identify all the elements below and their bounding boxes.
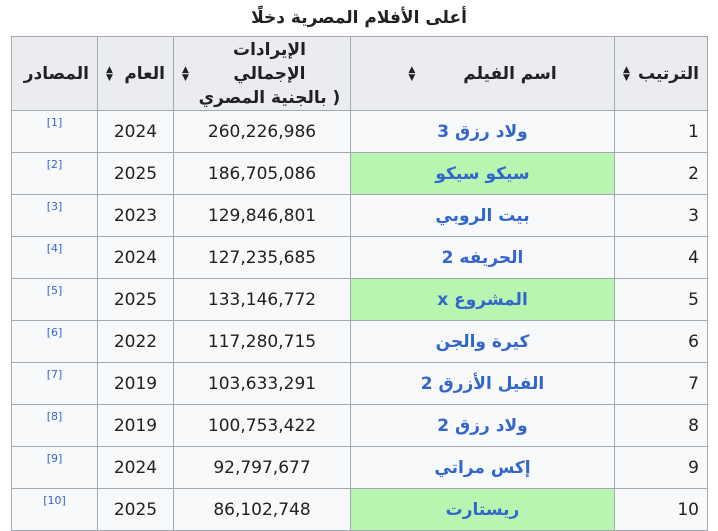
ref-cell: [9]	[11, 446, 98, 489]
gross-cell: 103,633,291	[173, 362, 351, 405]
year-cell: 2025	[97, 152, 174, 195]
film-link[interactable]: ولاد رزق 2	[437, 415, 528, 436]
rank-header-label: الترتيب	[637, 63, 699, 84]
film-cell: ولاد رزق 3	[350, 110, 615, 153]
sort-icon[interactable]: ▲ ▼	[106, 64, 113, 83]
film-link[interactable]: ولاد رزق 3	[437, 121, 528, 142]
rank-cell: 3	[614, 194, 708, 237]
rank-cell: 7	[614, 362, 708, 405]
table-row: 10 ريستارت 86,102,748 2025 [10]	[11, 488, 708, 531]
table-caption: أعلى الأفلام المصرية دخلًا	[251, 8, 467, 28]
ref-cell: [10]	[11, 488, 98, 531]
film-link[interactable]: إكس مراتي	[434, 457, 531, 478]
reference-link[interactable]: [7]	[46, 368, 63, 381]
rank-cell: 2	[614, 152, 708, 195]
reference-link[interactable]: [3]	[46, 200, 63, 213]
sources-header-label: المصادر	[23, 63, 89, 84]
table-row: 7 الفيل الأزرق 2 103,633,291 2019 [7]	[11, 362, 708, 405]
gross-cell: 260,226,986	[173, 110, 351, 153]
year-cell: 2025	[97, 488, 174, 531]
film-cell: الحريفه 2	[350, 236, 615, 279]
gross-cell: 133,146,772	[173, 278, 351, 321]
film-cell: المشروع x	[350, 278, 615, 321]
table-row: 6 كيرة والجن 117,280,715 2022 [6]	[11, 320, 708, 363]
rank-cell: 5	[614, 278, 708, 321]
film-cell: إكس مراتي	[350, 446, 615, 489]
col-header-rank[interactable]: الترتيب ▲ ▼	[614, 36, 708, 111]
ref-cell: [5]	[11, 278, 98, 321]
table-row: 3 بيت الروبي 129,846,801 2023 [3]	[11, 194, 708, 237]
ref-cell: [7]	[11, 362, 98, 405]
films-table: الترتيب ▲ ▼ اسم الفيلم ▲ ▼ الإيرادات الإجم…	[11, 36, 708, 531]
rank-cell: 6	[614, 320, 708, 363]
col-header-gross[interactable]: الإيرادات الإجمالي ( بالجنية المصري ▲ ▼	[173, 36, 351, 111]
header-row: الترتيب ▲ ▼ اسم الفيلم ▲ ▼ الإيرادات الإجم…	[11, 36, 708, 111]
film-cell: الفيل الأزرق 2	[350, 362, 615, 405]
rank-cell: 8	[614, 404, 708, 447]
reference-link[interactable]: [4]	[46, 242, 63, 255]
reference-link[interactable]: [2]	[46, 158, 63, 171]
film-cell: كيرة والجن	[350, 320, 615, 363]
ref-cell: [4]	[11, 236, 98, 279]
ref-cell: [8]	[11, 404, 98, 447]
ref-cell: [3]	[11, 194, 98, 237]
ref-cell: [6]	[11, 320, 98, 363]
sort-icon[interactable]: ▲ ▼	[623, 64, 630, 83]
table-row: 8 ولاد رزق 2 100,753,422 2019 [8]	[11, 404, 708, 447]
reference-link[interactable]: [1]	[46, 116, 63, 129]
film-header-label: اسم الفيلم	[463, 63, 557, 84]
table-row: 1 ولاد رزق 3 260,226,986 2024 [1]	[11, 110, 708, 153]
col-header-film[interactable]: اسم الفيلم ▲ ▼	[350, 36, 615, 111]
year-cell: 2022	[97, 320, 174, 363]
gross-cell: 100,753,422	[173, 404, 351, 447]
reference-link[interactable]: [8]	[46, 410, 63, 423]
year-cell: 2024	[97, 446, 174, 489]
film-link[interactable]: سيكو سيكو	[435, 163, 530, 184]
film-link[interactable]: كيرة والجن	[435, 331, 530, 352]
gross-header-label: الإيرادات الإجمالي ( بالجنية المصري	[198, 39, 341, 108]
rank-cell: 1	[614, 110, 708, 153]
table-row: 5 المشروع x 133,146,772 2025 [5]	[11, 278, 708, 321]
sort-icon[interactable]: ▲ ▼	[408, 64, 416, 83]
year-cell: 2019	[97, 404, 174, 447]
film-link[interactable]: بيت الروبي	[435, 205, 530, 226]
ref-cell: [1]	[11, 110, 98, 153]
col-header-year[interactable]: العام ▲ ▼	[97, 36, 174, 111]
film-link[interactable]: الفيل الأزرق 2	[420, 373, 545, 394]
gross-cell: 92,797,677	[173, 446, 351, 489]
gross-cell: 86,102,748	[173, 488, 351, 531]
gross-cell: 117,280,715	[173, 320, 351, 363]
reference-link[interactable]: [5]	[46, 284, 63, 297]
rank-cell: 4	[614, 236, 708, 279]
gross-cell: 186,705,086	[173, 152, 351, 195]
year-cell: 2019	[97, 362, 174, 405]
film-cell: ولاد رزق 2	[350, 404, 615, 447]
reference-link[interactable]: [10]	[43, 494, 66, 507]
reference-link[interactable]: [9]	[46, 452, 63, 465]
film-link[interactable]: المشروع x	[437, 289, 528, 310]
year-cell: 2023	[97, 194, 174, 237]
col-header-sources: المصادر	[11, 36, 98, 111]
year-cell: 2025	[97, 278, 174, 321]
film-link[interactable]: ريستارت	[445, 499, 520, 520]
year-cell: 2024	[97, 110, 174, 153]
rank-cell: 10	[614, 488, 708, 531]
ref-cell: [2]	[11, 152, 98, 195]
year-header-label: العام	[124, 63, 165, 84]
film-cell: ريستارت	[350, 488, 615, 531]
film-cell: سيكو سيكو	[350, 152, 615, 195]
sort-icon[interactable]: ▲ ▼	[182, 64, 189, 83]
rank-cell: 9	[614, 446, 708, 489]
gross-cell: 127,235,685	[173, 236, 351, 279]
gross-cell: 129,846,801	[173, 194, 351, 237]
year-cell: 2024	[97, 236, 174, 279]
table-row: 9 إكس مراتي 92,797,677 2024 [9]	[11, 446, 708, 489]
table-row: 2 سيكو سيكو 186,705,086 2025 [2]	[11, 152, 708, 195]
film-link[interactable]: الحريفه 2	[441, 247, 524, 268]
reference-link[interactable]: [6]	[46, 326, 63, 339]
table-row: 4 الحريفه 2 127,235,685 2024 [4]	[11, 236, 708, 279]
film-cell: بيت الروبي	[350, 194, 615, 237]
